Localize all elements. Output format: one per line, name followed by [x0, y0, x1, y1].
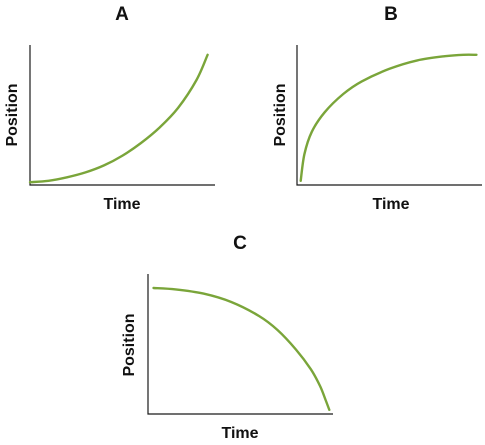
panel-b-ylabel: Position [272, 83, 289, 146]
panel-c-label: C [233, 233, 247, 254]
panel-a-xlabel: Time [103, 196, 140, 213]
panel-b-curve [299, 53, 478, 182]
panel-b-label: B [384, 4, 398, 25]
panel-b-xlabel: Time [372, 196, 409, 213]
panel-a-label: A [115, 4, 129, 25]
panel-c: C Position Time [121, 233, 333, 442]
panel-a: A Position Time [4, 4, 215, 213]
panel-c-curve [152, 286, 331, 411]
panel-a-axes [29, 45, 215, 186]
panel-a-curve [28, 53, 209, 184]
panel-b: B Position Time [272, 4, 482, 213]
panel-c-ylabel: Position [121, 313, 138, 376]
panel-c-xlabel: Time [221, 425, 258, 442]
panel-a-ylabel: Position [4, 83, 21, 146]
panel-c-axes [147, 274, 333, 415]
panel-b-axes [296, 45, 482, 186]
